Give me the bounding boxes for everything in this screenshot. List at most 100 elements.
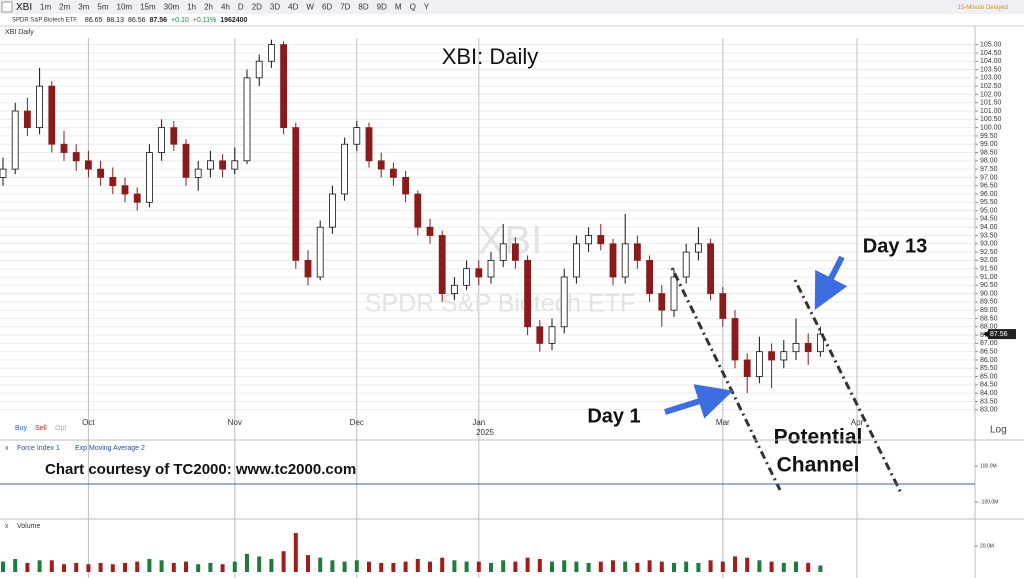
timeframe-button[interactable]: 9D xyxy=(377,3,387,12)
opt-button[interactable]: Opt xyxy=(55,425,66,432)
timeframe-button[interactable]: W xyxy=(306,3,314,12)
candle-body xyxy=(36,85,43,129)
buy-button[interactable]: Buy xyxy=(15,425,28,432)
timeframe-button[interactable]: D xyxy=(238,3,244,12)
volume-bar xyxy=(159,560,164,572)
candles xyxy=(0,39,824,394)
timeframe-button[interactable]: 4h xyxy=(221,3,230,12)
candle-body xyxy=(97,168,104,178)
volume-bar xyxy=(525,557,530,572)
volume-bar xyxy=(550,561,554,572)
y-tick-label: 100.50 xyxy=(980,116,1002,123)
candle-body xyxy=(11,110,19,170)
y-tick-label: 92.00 xyxy=(980,257,998,264)
candle-body xyxy=(780,351,788,361)
timeframe-button[interactable]: 3D xyxy=(270,3,280,12)
volume-bar xyxy=(98,562,103,572)
candle-body xyxy=(536,326,544,344)
volume-bar xyxy=(306,555,310,572)
timeframe-button[interactable]: 8D xyxy=(358,3,368,12)
y-tick-label: 104.00 xyxy=(980,58,1002,65)
timeframe-button[interactable]: 2D xyxy=(252,3,262,12)
sell-button[interactable]: Sell xyxy=(35,425,47,432)
candle-body xyxy=(280,44,288,129)
quote-change-pct: +0.11% xyxy=(193,17,216,24)
timeframe-button[interactable]: 2m xyxy=(59,3,70,12)
quote-row xyxy=(0,14,1024,26)
y-tick-label: 20.0M xyxy=(980,543,994,549)
y-tick-label: 90.00 xyxy=(980,290,998,297)
timeframe-button[interactable]: 15m xyxy=(140,3,156,12)
log-button[interactable]: Log xyxy=(990,425,1007,436)
annotation: Day 1 xyxy=(587,405,640,427)
timeframe-button[interactable]: 3m xyxy=(78,3,89,12)
timeframe-button[interactable]: 1m xyxy=(40,3,51,12)
volume-bar xyxy=(367,561,371,572)
timeframe-button[interactable]: 7D xyxy=(340,3,350,12)
candle-body xyxy=(621,243,629,278)
timeframe-button[interactable]: 2h xyxy=(204,3,213,12)
x-tick-label: Oct xyxy=(82,418,95,427)
timeframe-button[interactable]: 30m xyxy=(164,3,180,12)
y-tick-label: 102.50 xyxy=(980,83,1002,90)
candle-body xyxy=(182,143,190,178)
y-tick-label: 92.50 xyxy=(980,249,998,256)
volume-bar xyxy=(440,557,445,572)
volume-title[interactable]: Volume xyxy=(17,523,40,530)
y-tick-label: 84.50 xyxy=(980,382,998,389)
volume-bar xyxy=(74,562,79,572)
timeframe-button[interactable]: 4D xyxy=(288,3,298,12)
timeframe-button[interactable]: 1h xyxy=(187,3,196,12)
indicator-title[interactable]: Force Index 1 xyxy=(17,445,60,452)
volume-bar xyxy=(281,551,286,572)
candle-body xyxy=(524,259,531,328)
volume-bar xyxy=(13,559,18,572)
arrow xyxy=(814,255,848,311)
close-icon[interactable]: x xyxy=(5,523,9,530)
timeframe-button[interactable]: 6D xyxy=(322,3,332,12)
volume-bar xyxy=(123,562,127,572)
y-tick-label: 95.00 xyxy=(980,207,998,214)
timeframe-button[interactable]: M xyxy=(395,3,402,12)
volume-bar xyxy=(391,562,396,572)
candle-body xyxy=(0,168,7,178)
chart-title: XBI: Daily xyxy=(442,44,539,69)
volume-bar xyxy=(501,560,506,572)
candle-body xyxy=(389,168,397,178)
y-tick-label: 84.00 xyxy=(980,390,998,397)
credit: Chart courtesy of TC2000: www.tc2000.com xyxy=(45,461,356,478)
timeframe-button[interactable]: Y xyxy=(424,3,430,12)
watermark-name: SPDR S&P Biotech ETF xyxy=(365,290,635,318)
timeframe-button[interactable]: 10m xyxy=(117,3,133,12)
volume-bar xyxy=(171,562,176,572)
candle-body xyxy=(743,359,751,377)
volume-bar xyxy=(574,561,579,572)
candle-body xyxy=(804,342,812,353)
y-tick-label: 101.00 xyxy=(980,108,1002,115)
candle-body xyxy=(194,168,202,178)
y-tick-label: 89.00 xyxy=(980,307,998,314)
y-tick-label: 90.50 xyxy=(980,282,998,289)
candle-body xyxy=(231,160,239,170)
volume-bar xyxy=(818,565,823,572)
timeframe-button[interactable]: 5m xyxy=(97,3,108,12)
volume-bar xyxy=(379,562,384,572)
y-tick-label: 100.00 xyxy=(980,124,1002,131)
candle-body xyxy=(267,44,275,62)
y-tick-label: 99.00 xyxy=(980,141,998,148)
candle-body xyxy=(573,243,580,278)
candle-body xyxy=(85,160,92,170)
price-tag xyxy=(988,329,1016,340)
toolbar xyxy=(0,0,1024,14)
symbol[interactable]: XBI xyxy=(16,2,32,13)
timeframe-button[interactable]: Q xyxy=(410,3,416,12)
volume-bar xyxy=(586,562,591,572)
symbol-icon xyxy=(1,1,13,13)
candle-body xyxy=(219,160,227,170)
indicator-overlay[interactable]: Exp Moving Average 2 xyxy=(75,445,145,452)
y-tick-label: 91.00 xyxy=(980,274,998,281)
y-tick-label: 88.00 xyxy=(980,324,998,331)
y-tick-label: 99.50 xyxy=(980,133,998,140)
close-icon[interactable]: x xyxy=(5,445,9,452)
